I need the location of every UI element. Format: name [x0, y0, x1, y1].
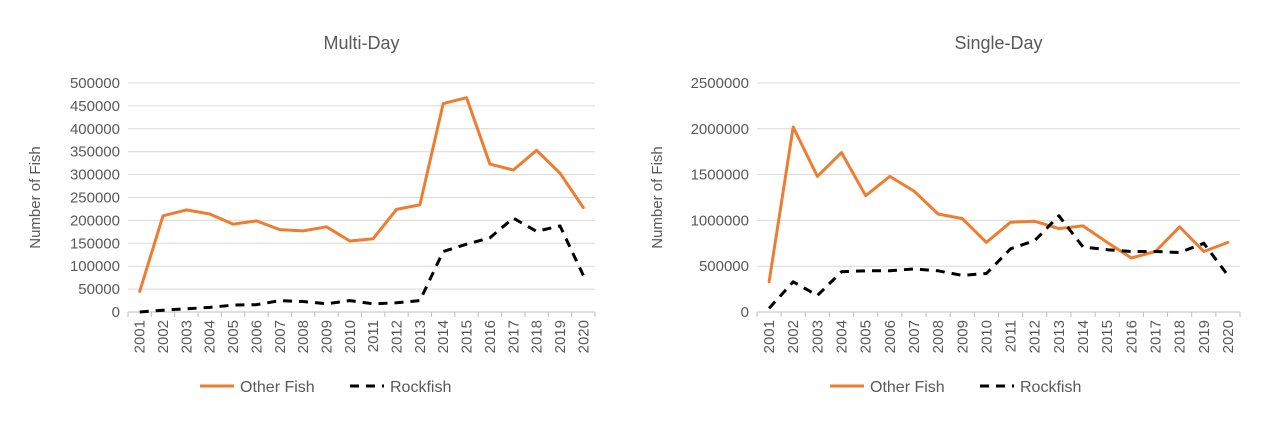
x-tick-label: 2005: [858, 320, 875, 353]
legend-label: Rockfish: [390, 379, 451, 396]
x-tick-label: 2017: [1147, 320, 1164, 353]
y-tick-label: 1000000: [691, 212, 749, 229]
legend-label: Rockfish: [1020, 379, 1081, 396]
x-tick-label: 2005: [225, 320, 242, 353]
y-tick-label: 300000: [70, 167, 120, 184]
series-line-other-fish: [767, 125, 1230, 284]
series-line-other-fish: [138, 96, 585, 293]
y-tick-label: 400000: [70, 121, 120, 138]
y-axis-label: Number of Fish: [649, 146, 666, 249]
x-tick-label: 2013: [1051, 320, 1068, 353]
x-tick-label: 2018: [529, 320, 546, 353]
x-tick-label: 2010: [342, 320, 359, 353]
y-axis-label: Number of Fish: [27, 146, 44, 249]
chart-multi-day: Multi-Day Number of Fish 0 50000 100000 15000…: [27, 33, 596, 396]
y-tick-label: 350000: [70, 144, 120, 161]
x-tick-label: 2001: [761, 320, 778, 353]
x-tick-label: 2008: [295, 320, 312, 353]
y-tick-label: 0: [112, 304, 120, 321]
legend-label: Other Fish: [870, 379, 945, 396]
x-tick-label: 2008: [930, 320, 947, 353]
x-tick-label: 2010: [978, 320, 995, 353]
chart-title: Multi-Day: [323, 33, 399, 53]
chart-title: Single-Day: [954, 33, 1042, 53]
x-tick-label: 2016: [482, 320, 499, 353]
x-tick-label: 2014: [435, 320, 452, 353]
legend-label: Other Fish: [240, 379, 315, 396]
y-tick-label: 450000: [70, 98, 120, 115]
series-line-rockfish: [139, 216, 585, 314]
x-tick-label: 2002: [785, 320, 802, 353]
y-tick-label: 0: [741, 304, 749, 321]
x-tick-label: 2016: [1123, 320, 1140, 353]
series-line-rockfish: [767, 214, 1230, 310]
x-tick-label: 2011: [1003, 320, 1020, 352]
x-tick-label: 2001: [132, 320, 149, 353]
x-tick-label: 2004: [834, 320, 851, 353]
x-tick-label: 2009: [318, 320, 335, 353]
y-tick-label: 500000: [699, 258, 749, 275]
x-tick-label: 2012: [389, 320, 406, 353]
x-tick-label: 2018: [1172, 320, 1189, 353]
x-tick-label: 2003: [809, 320, 826, 353]
y-tick-label: 1500000: [691, 167, 749, 184]
chart-single-day: Single-Day Number of Fish 0 500000 1000000 15…: [649, 33, 1241, 396]
x-tick-label: 2012: [1027, 320, 1044, 353]
y-tick-label: 200000: [70, 212, 120, 229]
x-tick-label: 2004: [202, 320, 219, 353]
x-tick-label: 2019: [1196, 320, 1213, 353]
y-tick-label: 2500000: [691, 75, 749, 92]
x-tick-label: 2009: [954, 320, 971, 353]
x-tick-label: 2014: [1075, 320, 1092, 353]
x-tick-label: 2015: [459, 320, 476, 353]
y-tick-label: 100000: [70, 258, 120, 275]
x-tick-label: 2015: [1099, 320, 1116, 353]
y-tick-label: 50000: [78, 281, 120, 298]
x-tick-label: 2020: [575, 320, 592, 353]
x-tick-label: 2007: [272, 320, 289, 353]
x-tick-label: 2019: [552, 320, 569, 353]
y-tick-label: 250000: [70, 190, 120, 207]
x-tick-label: 2006: [248, 320, 265, 353]
x-tick-label: 2002: [155, 320, 172, 353]
y-tick-label: 2000000: [691, 121, 749, 138]
y-tick-label: 500000: [70, 75, 120, 92]
x-tick-label: 2007: [906, 320, 923, 353]
x-tick-label: 2006: [882, 320, 899, 353]
x-tick-label: 2020: [1220, 320, 1237, 353]
x-tick-label: 2013: [412, 320, 429, 353]
x-tick-label: 2011: [365, 320, 382, 352]
y-tick-label: 150000: [70, 235, 120, 252]
x-tick-label: 2003: [178, 320, 195, 353]
x-tick-label: 2017: [505, 320, 522, 353]
